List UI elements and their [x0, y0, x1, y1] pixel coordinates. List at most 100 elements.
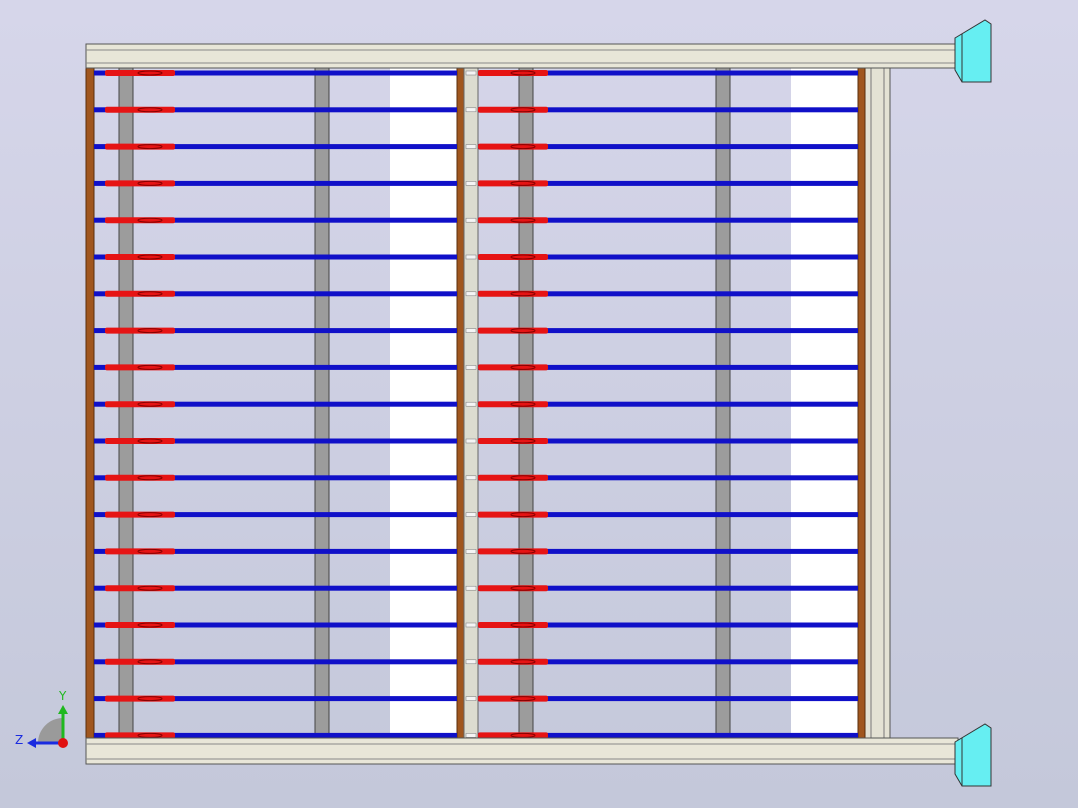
red-clip — [105, 290, 175, 297]
red-clip-hook — [137, 107, 163, 113]
rail — [85, 43, 959, 69]
seam-clip — [465, 512, 477, 517]
seam-clip — [465, 733, 477, 738]
red-clip — [478, 401, 548, 408]
red-clip — [478, 438, 548, 444]
red-clip-hook — [510, 364, 536, 370]
blue-rod — [478, 291, 858, 297]
seam-clip — [465, 365, 477, 370]
blue-rod — [94, 659, 457, 665]
red-clip-hook — [510, 144, 536, 150]
y-axis-head — [58, 705, 68, 714]
red-clip-hook — [510, 548, 536, 554]
red-clip — [478, 474, 548, 481]
blue-rod — [94, 144, 457, 150]
blue-rod — [94, 548, 457, 554]
blue-rod — [478, 475, 858, 481]
red-clip — [105, 106, 175, 113]
seam-clip — [465, 401, 477, 407]
red-clip — [105, 364, 175, 371]
red-clip — [478, 180, 548, 187]
red-clip — [478, 290, 548, 297]
blue-rod — [94, 291, 457, 297]
red-clip-hook — [137, 180, 163, 186]
red-clip — [105, 658, 175, 665]
red-clip — [105, 180, 175, 187]
blue-rod — [478, 217, 858, 223]
seam-clip — [465, 585, 477, 591]
red-clip-hook — [510, 438, 536, 444]
red-clip — [478, 695, 548, 702]
red-clip-hook — [510, 401, 536, 407]
red-clip — [105, 70, 175, 76]
side-frame — [864, 67, 891, 739]
red-clip-hook — [510, 659, 536, 665]
blue-rod — [94, 438, 457, 444]
red-clip — [478, 217, 548, 224]
red-clip-hook — [510, 475, 536, 481]
red-clip — [105, 548, 175, 555]
blue-rod — [478, 622, 858, 628]
red-clip-hook — [137, 144, 163, 150]
blue-rod — [478, 696, 858, 702]
red-clip-hook — [137, 328, 163, 334]
red-clip-hook — [510, 180, 536, 186]
blue-rod — [94, 364, 457, 370]
red-clip-hook — [137, 622, 163, 628]
axis-triad: Y Z — [15, 689, 68, 748]
red-clip — [478, 511, 548, 518]
red-clip-hook — [510, 696, 536, 702]
red-clip — [478, 327, 548, 334]
red-clip-hook — [510, 732, 536, 738]
red-clip-hook — [510, 585, 536, 591]
red-clip-hook — [510, 217, 536, 223]
red-clip-hook — [510, 107, 536, 113]
red-clip-hook — [137, 70, 163, 76]
red-clip — [478, 70, 548, 76]
blue-rod — [478, 180, 858, 186]
red-clip-hook — [137, 254, 163, 260]
red-clip-hook — [137, 548, 163, 554]
blue-rod — [478, 107, 858, 113]
blue-rod — [94, 217, 457, 223]
red-clip — [105, 217, 175, 224]
blue-rod — [478, 364, 858, 370]
seam-clip — [465, 181, 477, 186]
red-clip — [105, 438, 175, 444]
red-clip — [478, 106, 548, 113]
end-cap — [954, 723, 992, 787]
rail — [85, 737, 959, 765]
z-axis-label: Z — [15, 733, 23, 747]
red-clip-hook — [510, 622, 536, 628]
blue-rod — [478, 659, 858, 665]
blue-rod — [94, 475, 457, 481]
seam-clip — [465, 622, 477, 628]
red-clip-hook — [510, 328, 536, 334]
seam-clip — [465, 144, 477, 149]
red-clip-hook — [137, 438, 163, 444]
model — [85, 19, 992, 787]
red-clip — [478, 585, 548, 592]
red-clip — [478, 658, 548, 665]
red-clip — [105, 474, 175, 481]
blue-rod — [94, 512, 457, 518]
red-clip — [478, 254, 548, 260]
blue-rod — [478, 512, 858, 518]
seam-clip — [465, 549, 477, 554]
red-clip — [105, 327, 175, 334]
red-clip — [105, 695, 175, 702]
red-clip — [478, 622, 548, 628]
blue-rod — [478, 438, 858, 444]
red-clip-hook — [137, 659, 163, 665]
seam-clip — [465, 291, 477, 297]
end-cap — [954, 19, 992, 83]
seam-clip — [465, 438, 477, 444]
red-clip-hook — [510, 70, 536, 76]
seam-clip — [465, 254, 477, 260]
blue-rod — [94, 696, 457, 702]
red-clip-hook — [510, 291, 536, 297]
red-clip-hook — [510, 254, 536, 260]
z-axis-head — [27, 738, 36, 748]
